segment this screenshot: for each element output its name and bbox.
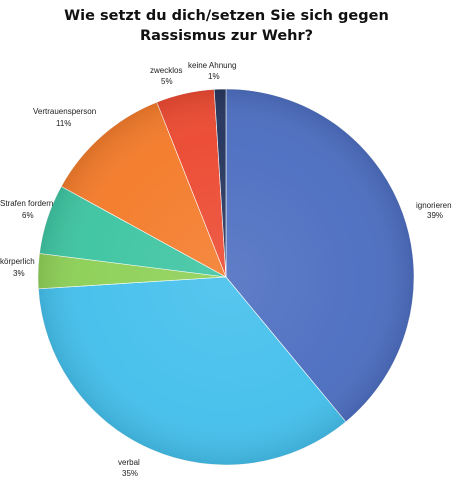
slice-value-koerperlich: 3% xyxy=(13,269,25,278)
slice-label-keine-ahnung: keine Ahnung xyxy=(188,61,237,70)
slice-label-ignorieren: ignorieren xyxy=(416,201,452,210)
pie-labels: ignorieren 39% verbal 35% körperlich 3% … xyxy=(0,61,452,478)
slice-label-vertrauensperson: Vertrauensperson xyxy=(33,107,96,116)
slice-label-strafen-fordern: Strafen fordern xyxy=(0,199,53,208)
chart-title-line-1: Wie setzt du dich/setzen Sie sich gegen xyxy=(64,8,389,24)
chart-title: Wie setzt du dich/setzen Sie sich gegen … xyxy=(0,6,453,46)
slice-value-vertrauensperson: 11% xyxy=(56,119,71,128)
pie-slices xyxy=(37,88,415,466)
slice-value-verbal: 35% xyxy=(122,469,138,478)
slice-value-keine-ahnung: 1% xyxy=(208,72,220,81)
slice-value-ignorieren: 39% xyxy=(427,211,443,220)
chart-title-line-2: Rassismus zur Wehr? xyxy=(139,28,314,44)
slice-value-zwecklos: 5% xyxy=(161,77,173,86)
slice-label-verbal: verbal xyxy=(118,458,140,467)
slice-label-zwecklos: zwecklos xyxy=(150,66,182,75)
slice-label-koerperlich: körperlich xyxy=(0,257,35,266)
slice-value-strafen-fordern: 6% xyxy=(22,211,34,220)
